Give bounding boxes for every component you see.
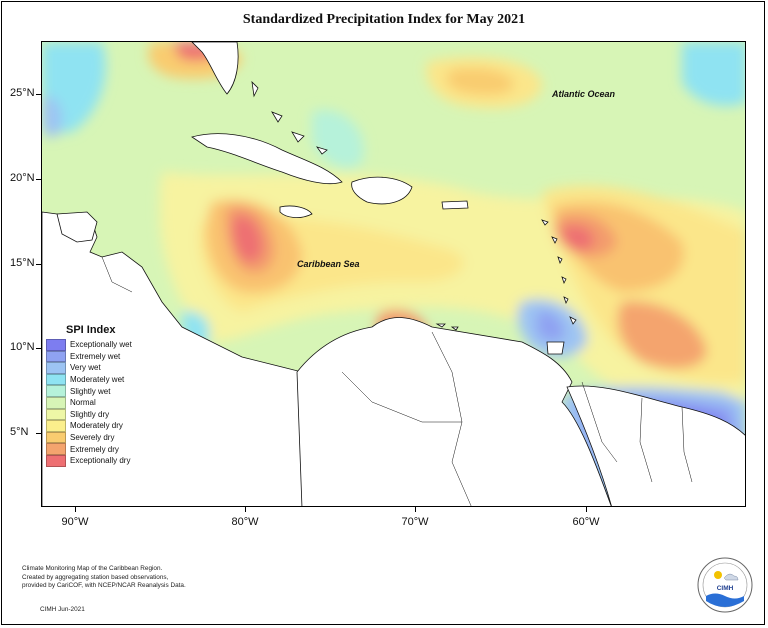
legend-swatch xyxy=(46,408,66,421)
legend-swatch xyxy=(46,362,66,374)
atlantic-ocean-label: Atlantic Ocean xyxy=(552,89,616,99)
legend-label: Moderately dry xyxy=(70,421,123,431)
lat-label-20n: 20°N xyxy=(10,172,35,184)
map-title: Standardized Precipitation Index for May… xyxy=(242,12,526,27)
legend-swatch xyxy=(46,350,66,363)
lon-label-80w: 80°W xyxy=(231,516,259,528)
legend-swatch xyxy=(46,373,66,386)
map-footnote: Climate Monitoring Map of the Caribbean … xyxy=(22,565,186,591)
lon-label-90w: 90°W xyxy=(61,516,89,528)
legend-swatch xyxy=(46,431,66,444)
legend-item: Moderately dry xyxy=(46,420,176,432)
legend-label: Exceptionally wet xyxy=(70,340,132,350)
lat-tick xyxy=(36,348,41,349)
legend-item: Very wet xyxy=(46,362,176,374)
legend-item: Exceptionally dry xyxy=(46,454,176,467)
land-masses xyxy=(42,42,745,506)
legend-item: Slightly wet xyxy=(46,385,176,397)
legend-item: Extremely wet xyxy=(46,350,176,363)
legend-swatch xyxy=(46,454,66,467)
lon-tick xyxy=(245,507,246,512)
legend-label: Normal xyxy=(70,398,96,408)
lat-tick xyxy=(36,94,41,95)
legend-item: Severely dry xyxy=(46,431,176,444)
logo-text: CIMH xyxy=(717,585,734,592)
legend-label: Extremely wet xyxy=(70,351,121,361)
country-borders xyxy=(101,256,693,506)
lat-tick xyxy=(36,433,41,434)
lat-label-10n: 10°N xyxy=(10,341,35,353)
legend-label: Slightly dry xyxy=(70,409,110,419)
lat-tick xyxy=(36,179,41,180)
legend-swatch xyxy=(46,385,66,397)
lon-label-60w: 60°W xyxy=(572,516,600,528)
legend-item: Exceptionally wet xyxy=(46,339,176,351)
lat-label-25n: 25°N xyxy=(10,87,35,99)
legend-rows: Exceptionally wet Extremely wet Very wet Mo… xyxy=(46,339,176,467)
legend-label: Moderately wet xyxy=(70,375,125,385)
spi-legend: SPI Index Exceptionally wet Extremely wet… xyxy=(46,324,176,467)
lon-tick xyxy=(586,507,587,512)
legend-label: Extremely dry xyxy=(70,444,119,454)
legend-label: Very wet xyxy=(70,363,101,373)
cimh-logo-icon: CIMH xyxy=(697,557,753,613)
legend-swatch xyxy=(46,420,66,432)
legend-item: Normal xyxy=(46,396,176,409)
legend-title: SPI Index xyxy=(66,324,116,336)
caribbean-sea-label: Caribbean Sea xyxy=(297,259,360,269)
legend-label: Exceptionally dry xyxy=(70,456,131,466)
lat-label-5n: 5°N xyxy=(10,426,29,438)
lon-label-70w: 70°W xyxy=(401,516,429,528)
lon-tick xyxy=(415,507,416,512)
legend-item: Slightly dry xyxy=(46,408,176,421)
footnote-line: Created by aggregating station based obs… xyxy=(22,573,169,581)
spi-map: Atlantic Ocean Caribbean Sea xyxy=(41,41,746,507)
legend-label: Severely dry xyxy=(70,433,115,443)
spi-map-canvas xyxy=(42,42,745,506)
lat-label-15n: 15°N xyxy=(10,257,35,269)
map-credit: CIMH Jun-2021 xyxy=(40,606,85,613)
footnote-line: provided by CariCOF, with NCEP/NCAR Rean… xyxy=(22,582,186,590)
legend-label: Slightly wet xyxy=(70,386,111,396)
legend-swatch xyxy=(46,396,66,409)
footnote-line: Climate Monitoring Map of the Caribbean … xyxy=(22,565,163,572)
legend-swatch xyxy=(46,443,66,455)
legend-item: Moderately wet xyxy=(46,373,176,386)
lon-tick xyxy=(75,507,76,512)
legend-item: Extremely dry xyxy=(46,443,176,455)
legend-swatch xyxy=(46,339,66,351)
lat-tick xyxy=(36,264,41,265)
